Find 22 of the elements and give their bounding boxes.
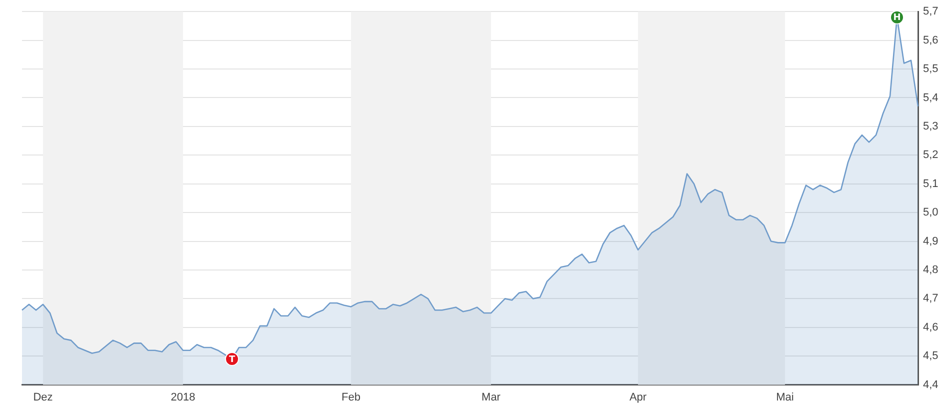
y-tick-label: 4,6	[923, 321, 938, 334]
x-tick-label: Apr	[629, 391, 647, 404]
y-tick-label: 4,7	[923, 292, 938, 305]
y-tick-label: 5,1	[923, 178, 938, 190]
y-tick-label: 5,2	[923, 149, 938, 162]
x-tick-label: Dez	[33, 391, 53, 404]
x-tick-label: Feb	[342, 391, 360, 404]
x-tick-label: Mar	[482, 391, 501, 404]
y-tick-label: 5,7	[923, 6, 938, 18]
y-tick-label: 4,8	[923, 264, 938, 276]
y-tick-label: 4,4	[923, 378, 938, 391]
y-tick-label: 5,3	[923, 120, 938, 132]
x-tick-label: Mai	[776, 391, 794, 404]
y-tick-label: 5,5	[923, 63, 938, 76]
y-tick-label: 5,0	[923, 206, 938, 219]
y-tick-label: 5,6	[923, 34, 938, 46]
y-tick-label: 4,9	[923, 235, 938, 248]
annotation: T	[228, 354, 236, 365]
annotation: H	[893, 13, 901, 24]
y-tick-label: 4,5	[923, 350, 938, 362]
y-tick-label: 5,4	[923, 92, 938, 104]
x-tick-label: 2018	[170, 391, 196, 404]
